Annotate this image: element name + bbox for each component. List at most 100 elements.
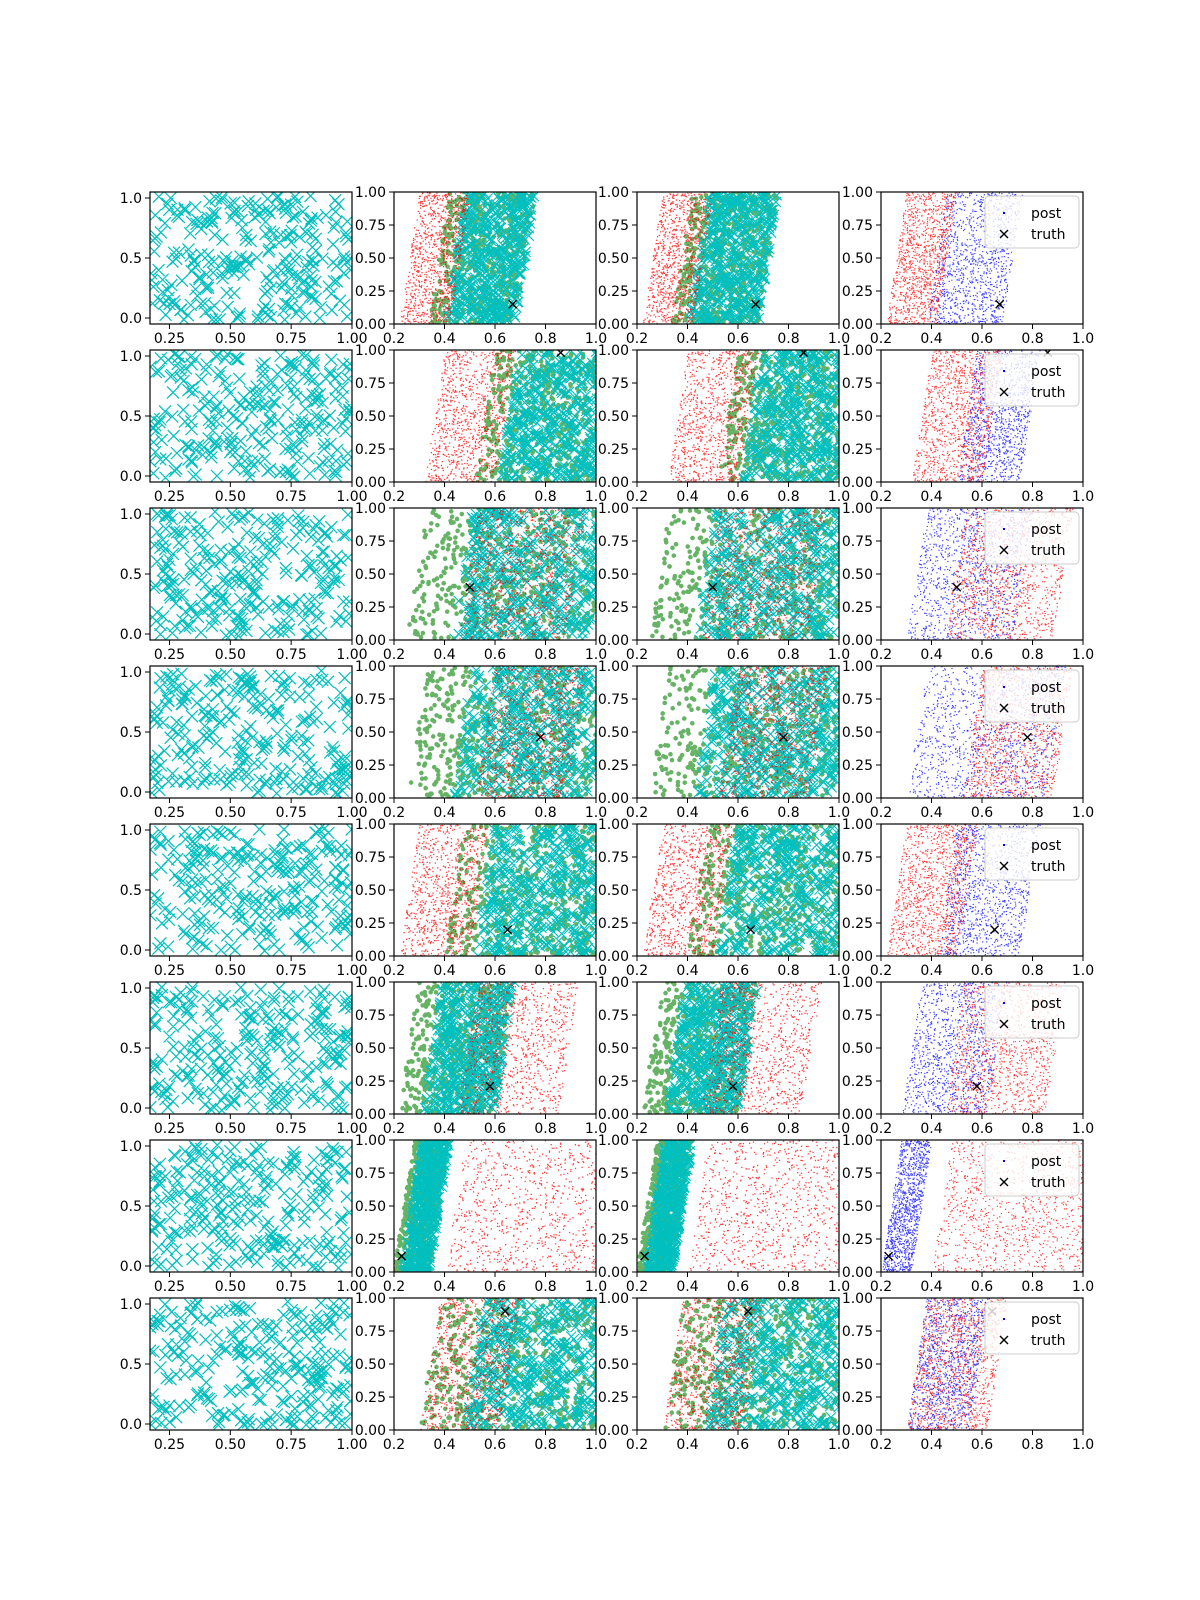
y-tick-label: 1.00 — [842, 1133, 873, 1149]
y-tick-label: 0.75 — [598, 534, 629, 550]
y-tick-label: 0.50 — [842, 409, 873, 425]
x-tick-label: 0.6 — [727, 805, 749, 821]
x-tick-label: 0.4 — [920, 1437, 942, 1453]
x-tick-label: 0.25 — [154, 647, 185, 663]
y-tick-label: 0.00 — [842, 1423, 873, 1439]
y-tick-label: 0.75 — [355, 1324, 386, 1340]
legend-post-label: post — [1031, 996, 1062, 1012]
y-tick-label: 0.25 — [598, 600, 629, 616]
legend-post-marker — [1003, 1318, 1005, 1320]
legend-post-marker — [1003, 212, 1005, 214]
legend-truth-label: truth — [1031, 1333, 1065, 1349]
legend-post-label: post — [1031, 1312, 1062, 1328]
x-tick-label: 0.2 — [870, 647, 892, 663]
y-tick-label: 0.00 — [842, 1265, 873, 1281]
x-tick-label: 0.2 — [870, 1121, 892, 1137]
y-tick-label: 1.00 — [355, 185, 386, 201]
x-tick-label: 0.2 — [626, 805, 648, 821]
y-tick-label: 1.00 — [598, 975, 629, 991]
y-tick-label: 1.0 — [120, 1139, 142, 1155]
x-tick-label: 0.75 — [276, 1437, 307, 1453]
x-tick-label: 0.8 — [777, 805, 799, 821]
x-tick-label: 0.6 — [484, 1437, 506, 1453]
y-tick-label: 1.0 — [120, 823, 142, 839]
y-tick-label: 0.50 — [842, 251, 873, 267]
x-tick-label: 1.0 — [1072, 1121, 1094, 1137]
legend-truth-label: truth — [1031, 385, 1065, 401]
y-tick-label: 0.5 — [120, 251, 142, 267]
y-tick-label: 0.50 — [598, 409, 629, 425]
y-tick-label: 0.0 — [120, 311, 142, 327]
y-tick-label: 0.50 — [355, 409, 386, 425]
x-tick-label: 1.0 — [1072, 489, 1094, 505]
x-tick-label: 0.50 — [215, 1121, 246, 1137]
y-tick-label: 0.25 — [842, 600, 873, 616]
y-tick-label: 0.50 — [598, 1199, 629, 1215]
x-tick-label: 0.6 — [971, 1121, 993, 1137]
x-tick-label: 0.4 — [676, 1437, 698, 1453]
y-tick-label: 0.25 — [842, 916, 873, 932]
x-tick-label: 0.4 — [920, 963, 942, 979]
y-tick-label: 0.75 — [842, 692, 873, 708]
x-tick-label: 0.6 — [484, 331, 506, 347]
y-tick-label: 0.0 — [120, 1417, 142, 1433]
x-tick-label: 0.6 — [484, 647, 506, 663]
y-tick-label: 0.00 — [842, 1107, 873, 1123]
x-tick-label: 1.0 — [1072, 1279, 1094, 1295]
y-tick-label: 1.00 — [842, 1291, 873, 1307]
y-tick-label: 0.0 — [120, 785, 142, 801]
y-tick-label: 0.00 — [355, 949, 386, 965]
x-tick-label: 1.0 — [828, 1437, 850, 1453]
x-tick-label: 0.6 — [727, 1437, 749, 1453]
y-tick-label: 0.75 — [598, 376, 629, 392]
x-tick-label: 0.8 — [777, 1121, 799, 1137]
x-tick-label: 1.00 — [336, 1437, 367, 1453]
x-tick-label: 0.6 — [971, 331, 993, 347]
y-tick-label: 0.75 — [598, 692, 629, 708]
y-tick-label: 1.0 — [120, 1297, 142, 1313]
x-tick-label: 0.50 — [215, 1437, 246, 1453]
x-tick-label: 0.75 — [276, 805, 307, 821]
x-tick-label: 0.2 — [383, 963, 405, 979]
x-tick-label: 0.8 — [1021, 805, 1043, 821]
x-tick-label: 1.0 — [1072, 647, 1094, 663]
y-tick-label: 0.25 — [355, 600, 386, 616]
y-tick-label: 0.25 — [842, 1232, 873, 1248]
y-tick-label: 0.25 — [598, 1232, 629, 1248]
x-tick-label: 0.4 — [920, 805, 942, 821]
y-tick-label: 0.75 — [842, 218, 873, 234]
x-tick-label: 0.4 — [676, 963, 698, 979]
y-tick-label: 0.75 — [598, 1008, 629, 1024]
y-tick-label: 0.75 — [355, 1166, 386, 1182]
y-tick-label: 1.00 — [842, 975, 873, 991]
x-tick-label: 0.2 — [626, 1437, 648, 1453]
y-tick-label: 0.00 — [842, 949, 873, 965]
x-tick-label: 0.8 — [1021, 963, 1043, 979]
y-tick-label: 0.25 — [355, 1074, 386, 1090]
y-tick-label: 1.0 — [120, 981, 142, 997]
x-tick-label: 0.6 — [727, 647, 749, 663]
legend-post-label: post — [1031, 364, 1062, 380]
x-tick-label: 0.6 — [971, 805, 993, 821]
x-tick-label: 0.75 — [276, 647, 307, 663]
legend-post-label: post — [1031, 522, 1062, 538]
x-tick-label: 0.50 — [215, 647, 246, 663]
x-tick-label: 0.8 — [1021, 1121, 1043, 1137]
x-tick-label: 1.0 — [1072, 331, 1094, 347]
y-tick-label: 0.75 — [355, 218, 386, 234]
x-tick-label: 0.75 — [276, 331, 307, 347]
y-tick-label: 0.75 — [355, 1008, 386, 1024]
x-tick-label: 0.4 — [920, 647, 942, 663]
y-tick-label: 0.25 — [598, 442, 629, 458]
y-tick-label: 0.50 — [598, 883, 629, 899]
y-tick-label: 1.00 — [355, 1291, 386, 1307]
y-tick-label: 0.00 — [355, 1265, 386, 1281]
x-tick-label: 0.4 — [433, 1121, 455, 1137]
y-tick-label: 1.00 — [842, 501, 873, 517]
x-tick-label: 0.8 — [777, 331, 799, 347]
y-tick-label: 0.50 — [355, 1041, 386, 1057]
y-tick-label: 0.50 — [598, 725, 629, 741]
y-tick-label: 0.00 — [842, 791, 873, 807]
